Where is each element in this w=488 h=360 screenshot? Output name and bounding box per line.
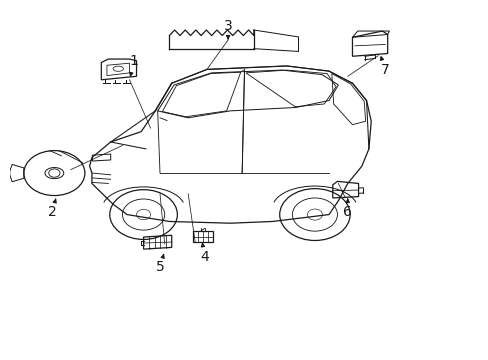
Text: 1: 1 xyxy=(129,54,138,76)
Text: 2: 2 xyxy=(47,199,56,219)
Text: 7: 7 xyxy=(380,57,389,77)
Text: 5: 5 xyxy=(155,255,164,274)
Text: 3: 3 xyxy=(223,19,232,39)
Text: 4: 4 xyxy=(200,243,208,264)
Text: 6: 6 xyxy=(343,199,351,219)
